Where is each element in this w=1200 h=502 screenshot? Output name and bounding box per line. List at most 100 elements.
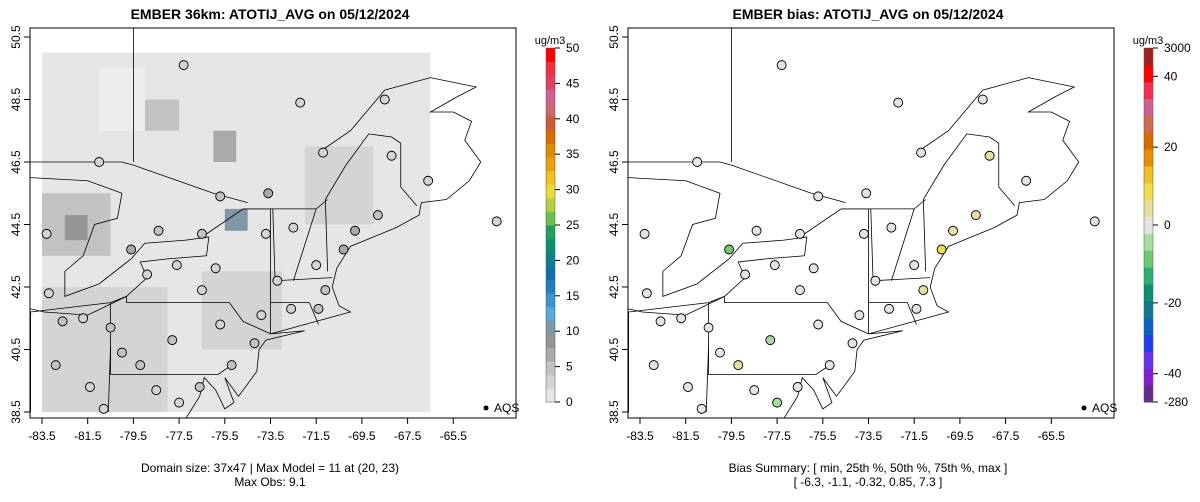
station-marker — [765, 335, 776, 346]
colorbar-tick-label: -280 — [1164, 395, 1188, 409]
colorbar-tick-label: 40 — [1164, 69, 1178, 83]
x-tick-label: -73.5 — [257, 429, 285, 443]
colorbar-swatch — [546, 61, 555, 76]
station-marker — [870, 275, 881, 286]
station-marker — [288, 222, 299, 233]
x-tick-label: -77.5 — [165, 429, 193, 443]
colorbar-swatch — [1144, 385, 1153, 403]
station-marker — [210, 263, 221, 274]
colorbar-swatch — [546, 238, 555, 253]
station-marker — [272, 275, 283, 286]
colorbar-swatch — [546, 129, 555, 144]
station-marker — [776, 60, 787, 71]
coastline — [783, 77, 1080, 418]
colorbar-tick-label: 20 — [1164, 140, 1178, 154]
station-marker — [641, 288, 652, 299]
colorbar-swatch — [1144, 48, 1153, 66]
station-marker — [295, 97, 306, 108]
station-marker — [792, 382, 803, 392]
station-marker — [98, 403, 109, 414]
station-marker — [886, 222, 897, 233]
station-marker — [372, 210, 383, 221]
station-marker — [984, 150, 995, 161]
station-marker — [648, 360, 659, 371]
model-grid-cell — [64, 215, 88, 241]
model-map-panel: -83.5 -81.5 -79.5 -77.5 -75.5 -73.5 -71.5 -69.5… — [9, 25, 580, 443]
station-marker — [338, 244, 349, 255]
colorbar-swatch — [1144, 115, 1153, 133]
colorbar-tick-label: 20 — [566, 253, 580, 267]
colorbar-swatch — [1144, 368, 1153, 386]
station-marker — [256, 310, 267, 321]
station-marker — [318, 147, 329, 158]
colorbar-swatch — [546, 48, 555, 63]
station-marker — [41, 228, 52, 239]
station-marker — [263, 188, 274, 199]
y-tick-label: 50.5 — [607, 25, 621, 49]
colorbar-tick-label: -40 — [1164, 367, 1182, 381]
station-marker — [911, 303, 922, 314]
station-marker — [749, 385, 760, 396]
x-tick-label: -77.5 — [763, 429, 791, 443]
station-marker — [350, 225, 360, 236]
y-tick-label: 38.5 — [607, 400, 621, 424]
colorbar-swatch — [546, 184, 555, 199]
colorbar-swatch — [546, 170, 555, 185]
station-marker — [733, 360, 744, 371]
station-marker — [861, 188, 872, 199]
state-border — [270, 302, 319, 325]
colorbar-swatch — [1144, 166, 1153, 184]
y-tick-label: 38.5 — [9, 400, 23, 424]
plot-frame — [29, 27, 517, 419]
station-marker — [936, 244, 947, 255]
colorbar-swatch — [546, 293, 555, 308]
colorbar-swatch — [546, 374, 555, 389]
state-border — [922, 133, 1016, 272]
x-tick-label: -83.5 — [28, 429, 56, 443]
colorbar-swatch — [546, 320, 555, 335]
left-caption-line1: Domain size: 37x47 | Max Model = 11 at (… — [140, 461, 400, 475]
station-marker — [724, 244, 735, 255]
station-marker — [174, 397, 185, 408]
station-marker — [1089, 216, 1100, 227]
x-tick-label: -65.5 — [440, 429, 468, 443]
station-marker — [153, 225, 164, 236]
y-tick-label: 44.5 — [9, 212, 23, 236]
x-tick-label: -81.5 — [74, 429, 102, 443]
x-tick-label: -67.5 — [992, 429, 1020, 443]
state-border — [110, 302, 232, 375]
aqs-legend-label: AQS — [494, 401, 519, 415]
station-marker — [194, 382, 205, 392]
station-marker — [379, 94, 390, 105]
station-marker — [311, 260, 322, 271]
station-marker — [909, 260, 920, 271]
station-marker — [167, 335, 178, 346]
y-tick-label: 42.5 — [607, 275, 621, 299]
station-marker — [78, 313, 89, 324]
station-marker — [171, 260, 182, 271]
colorbar-swatch — [546, 143, 555, 158]
colorbar-swatch — [546, 279, 555, 294]
y-tick-label: 48.5 — [607, 87, 621, 111]
colorbar-swatch — [546, 102, 555, 117]
x-tick-label: -81.5 — [672, 429, 700, 443]
station-marker — [85, 382, 95, 392]
station-marker — [313, 303, 324, 314]
y-tick-label: 46.5 — [607, 150, 621, 174]
model-grid-cell — [42, 287, 168, 412]
colorbar-swatch — [1144, 98, 1153, 116]
station-marker — [808, 263, 819, 274]
colorbar-tick-label: 3000 — [1164, 41, 1191, 55]
colorbar-swatch — [1144, 149, 1153, 167]
y-tick-label: 40.5 — [607, 337, 621, 361]
station-marker — [847, 338, 858, 349]
colorbar-swatch — [1144, 317, 1153, 336]
colorbar-tick-label: 35 — [566, 147, 580, 161]
colorbar-swatch — [546, 388, 555, 403]
station-marker — [740, 269, 751, 280]
colorbar-swatch — [546, 88, 555, 103]
colorbar-swatch — [1144, 182, 1153, 201]
x-tick-label: -83.5 — [626, 429, 654, 443]
colorbar-swatch — [546, 75, 555, 90]
colorbar-tick-label: 30 — [566, 183, 580, 197]
